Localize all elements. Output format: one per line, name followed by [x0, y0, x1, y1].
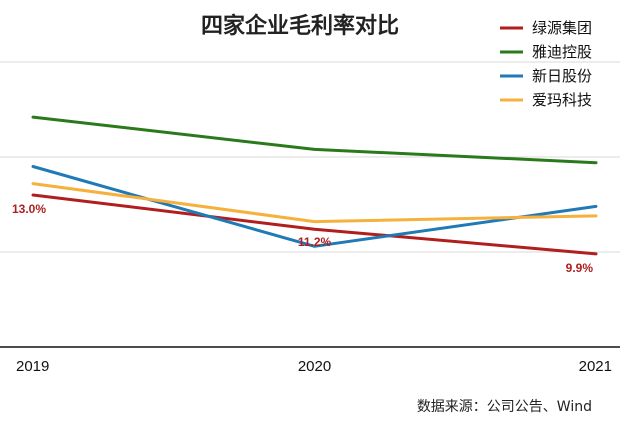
- data-label: 11.2%: [298, 235, 332, 249]
- series-line: [31, 193, 598, 256]
- series-line: [31, 165, 598, 248]
- series-line: [31, 182, 598, 224]
- grid-lines: [0, 61, 620, 253]
- data-label: 13.0%: [12, 202, 46, 216]
- legend-label: 新日股份: [532, 67, 592, 85]
- x-axis: 2019 2020 2021: [0, 346, 620, 375]
- legend-label: 绿源集团: [532, 19, 592, 37]
- data-label: 9.9%: [566, 261, 594, 275]
- source-note: 数据来源：公司公告、Wind: [417, 399, 592, 415]
- legend-label: 雅迪控股: [532, 43, 592, 61]
- legend-label: 爱玛科技: [532, 91, 592, 109]
- data-labels: 13.0% 11.2% 9.9%: [12, 202, 593, 275]
- x-tick-label: 2020: [298, 358, 331, 375]
- x-tick-label: 2021: [579, 358, 612, 375]
- series-line: [31, 115, 598, 165]
- x-tick-label: 2019: [16, 358, 49, 375]
- series-lines: [31, 115, 598, 256]
- chart-title: 四家企业毛利率对比: [201, 13, 399, 39]
